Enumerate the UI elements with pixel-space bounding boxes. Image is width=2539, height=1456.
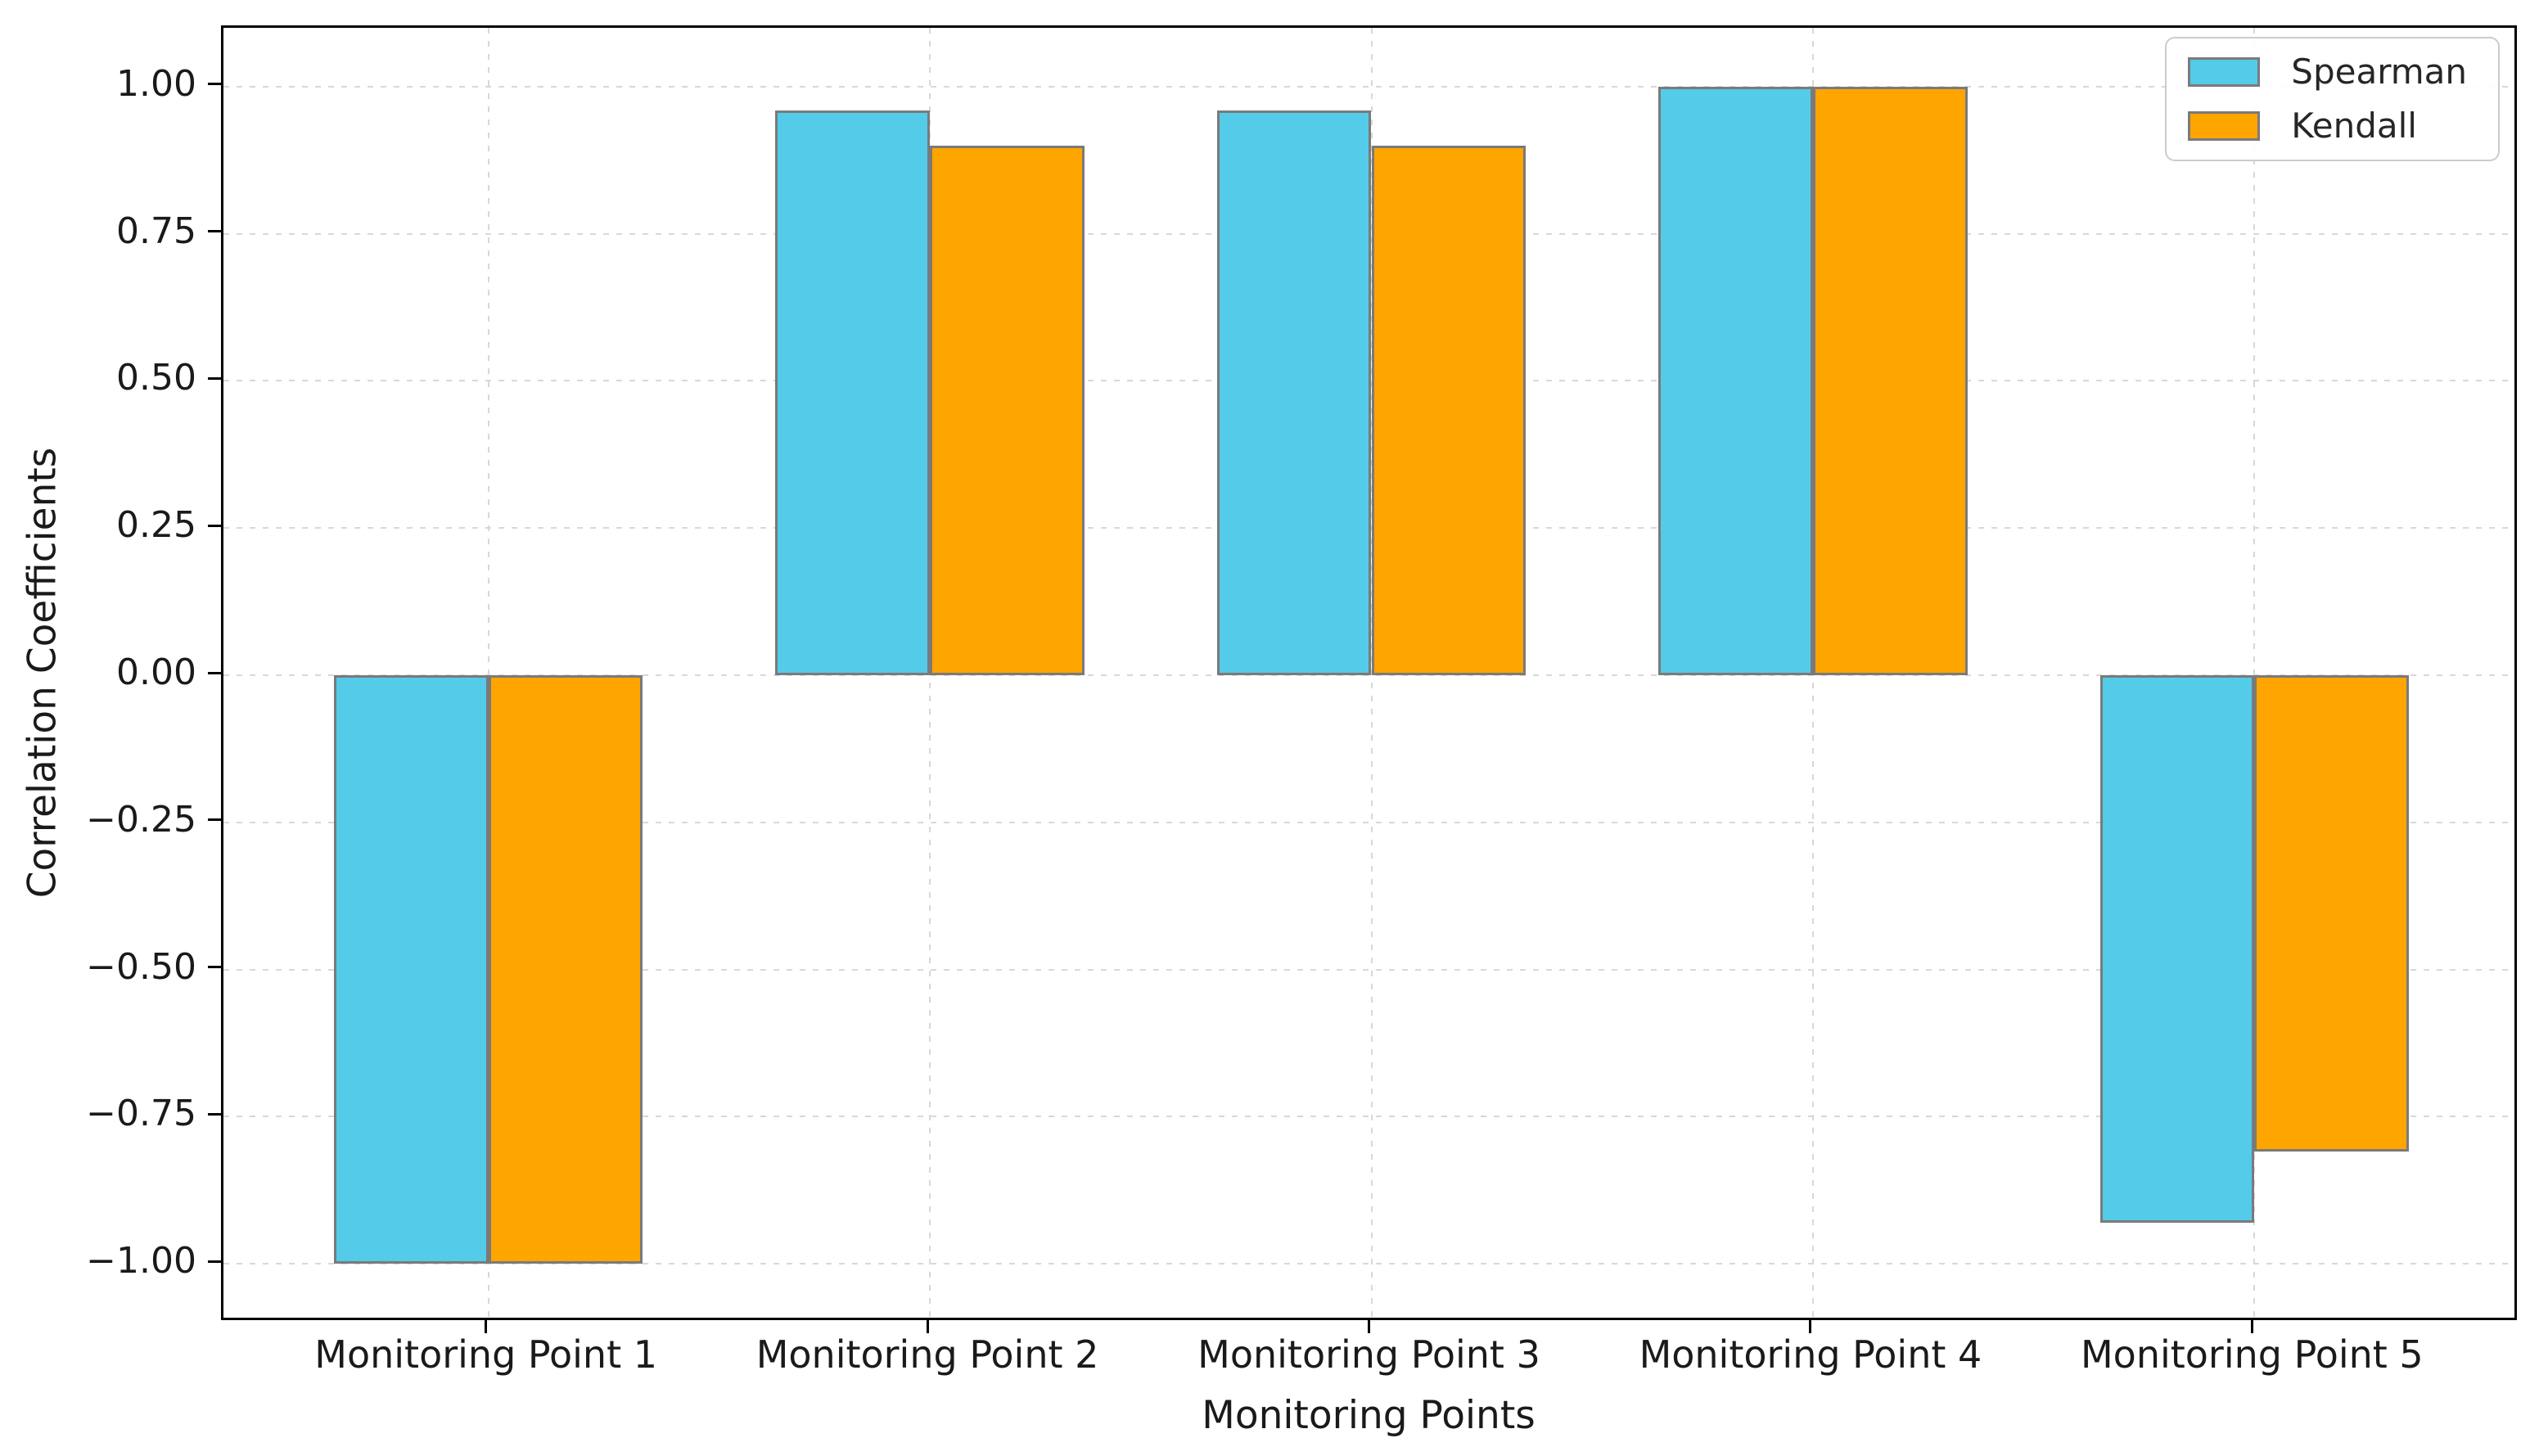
y-tick-mark [208,524,221,527]
y-tick-mark [208,230,221,233]
x-axis-title: Monitoring Points [1202,1393,1536,1438]
y-tick-mark [208,1260,221,1263]
gridline-y-−0.25 [223,821,2514,823]
bar-kendall-monitoring-point-3 [1371,145,1527,675]
y-tick-label: −0.75 [86,1093,196,1135]
x-tick-mark [485,1320,488,1333]
bar-spearman-monitoring-point-2 [775,110,931,675]
bar-spearman-monitoring-point-5 [2099,675,2255,1223]
gridline-y-0.00 [223,674,2514,676]
x-tick-label-monitoring-point-1: Monitoring Point 1 [314,1332,657,1377]
x-tick-mark [1368,1320,1370,1333]
y-tick-mark [208,83,221,86]
legend-swatch-kendall [2188,111,2261,141]
y-tick-label: −1.00 [86,1240,196,1282]
gridline-y-−1.00 [223,1263,2514,1265]
y-tick-label: 0.50 [116,357,196,399]
y-tick-label: 1.00 [116,62,196,105]
y-tick-label: 0.00 [116,651,196,693]
legend-label-kendall: Kendall [2291,106,2417,146]
x-tick-mark [926,1320,929,1333]
legend-label-spearman: Spearman [2291,52,2467,92]
bar-spearman-monitoring-point-4 [1658,86,1813,675]
gridline-y-1.00 [223,85,2514,88]
gridline-y-−0.75 [223,1116,2514,1118]
y-tick-mark [208,818,221,822]
y-tick-mark [208,671,221,674]
x-tick-label-monitoring-point-4: Monitoring Point 4 [1639,1332,1982,1377]
bar-spearman-monitoring-point-3 [1216,110,1372,675]
x-tick-label-monitoring-point-2: Monitoring Point 2 [755,1332,1099,1377]
y-tick-mark [208,1112,221,1116]
plot-area [221,25,2517,1320]
bar-kendall-monitoring-point-1 [488,675,643,1264]
x-tick-mark [2250,1320,2253,1333]
legend-item-spearman: Spearman [2188,55,2467,89]
y-tick-label: −0.50 [86,945,196,988]
x-tick-label-monitoring-point-3: Monitoring Point 3 [1197,1332,1540,1377]
legend-swatch-spearman [2188,57,2261,87]
legend: Spearman Kendall [2165,37,2500,161]
gridline-y-−0.50 [223,968,2514,971]
y-tick-label: 0.75 [116,210,196,252]
bar-kendall-monitoring-point-4 [1812,86,1968,675]
bar-kendall-monitoring-point-5 [2254,675,2410,1152]
y-tick-label: 0.25 [116,504,196,547]
y-tick-mark [208,376,221,380]
x-tick-label-monitoring-point-5: Monitoring Point 5 [2080,1332,2424,1377]
gridline-x-monitoring-point-5 [2253,28,2256,1318]
bar-spearman-monitoring-point-1 [333,675,489,1264]
legend-item-kendall: Kendall [2188,109,2467,143]
bar-kendall-monitoring-point-2 [930,145,1085,675]
y-tick-label: −0.25 [86,798,196,841]
x-tick-mark [1809,1320,1812,1333]
gridline-x-monitoring-point-1 [487,28,489,1318]
y-tick-mark [208,966,221,969]
